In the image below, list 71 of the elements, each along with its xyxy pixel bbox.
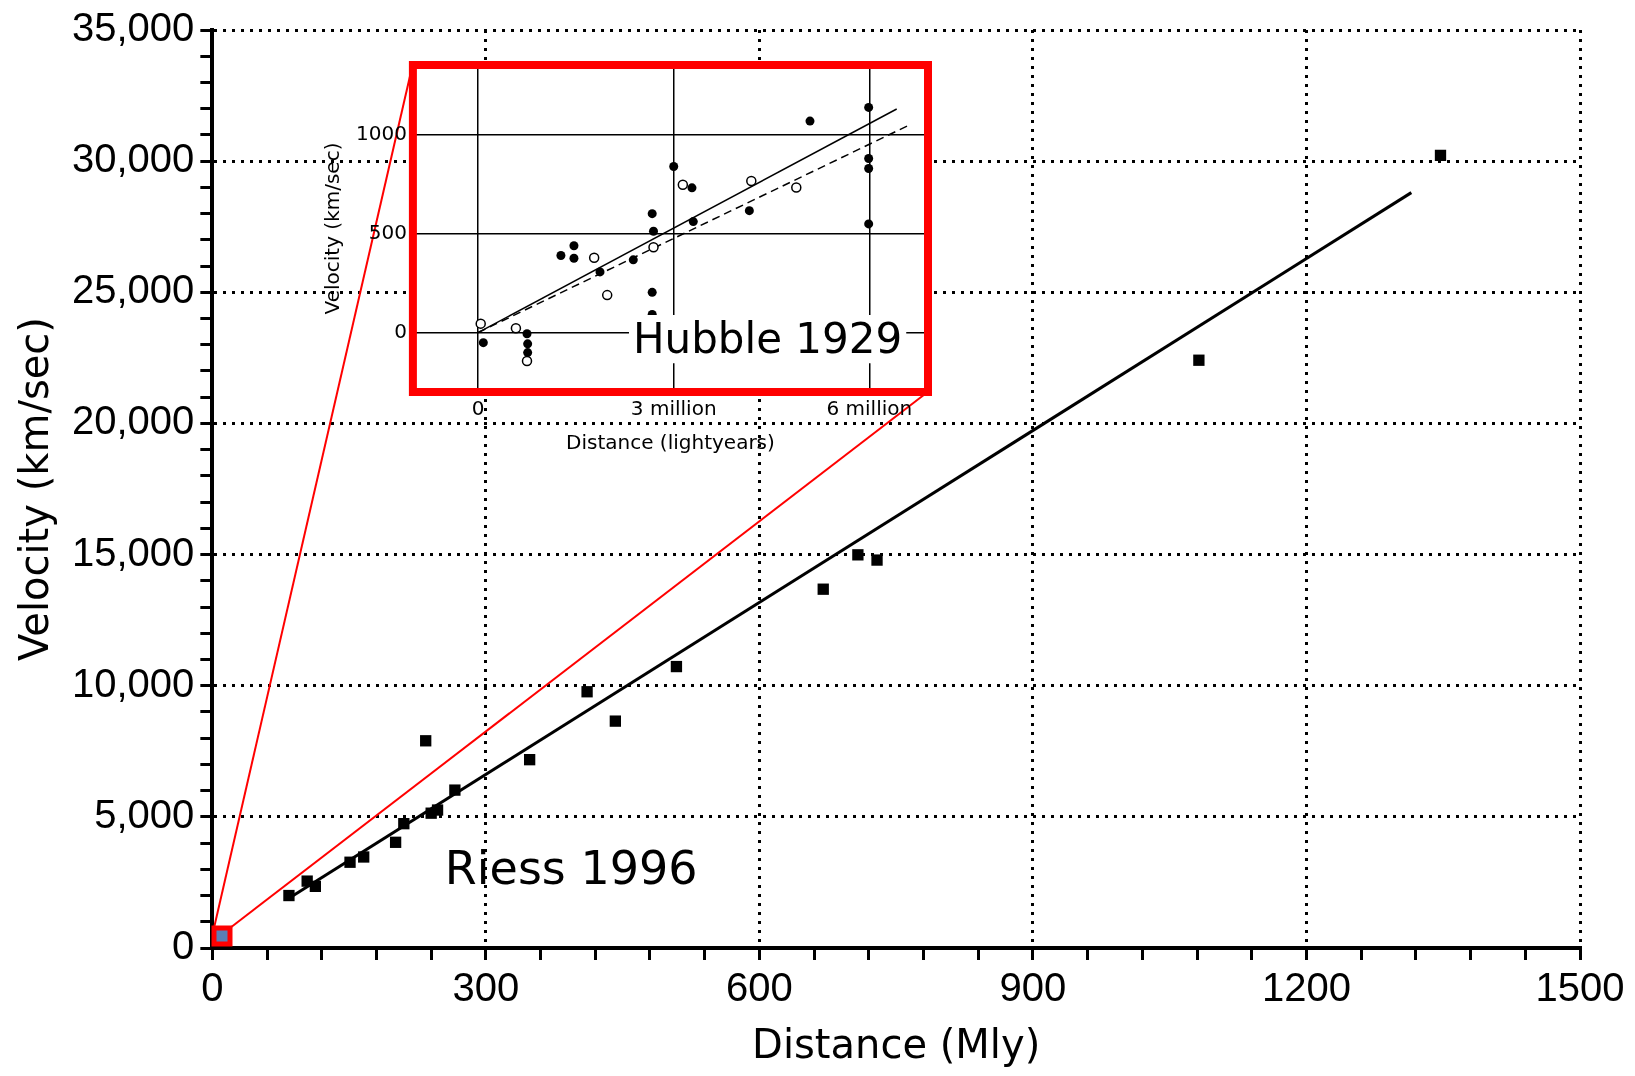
y-tick-label: 0: [394, 318, 407, 343]
point: [744, 206, 754, 216]
x-axis-title: Distance (lightyears): [566, 430, 775, 455]
point: [478, 338, 488, 348]
point: [1434, 149, 1447, 162]
x-axis-title: Distance (Mly): [752, 1021, 1041, 1068]
point: [864, 102, 874, 112]
point: [283, 889, 295, 902]
point: [523, 754, 536, 766]
y-tick-label: 30,000: [72, 136, 195, 181]
point: [670, 660, 683, 673]
point: [420, 735, 432, 747]
point: [609, 715, 621, 727]
x-tick-label: 0: [471, 396, 485, 421]
y-tick-label: 0: [172, 923, 195, 968]
point: [523, 348, 533, 358]
point: [791, 182, 802, 193]
annotation: Riess 1996: [444, 840, 698, 895]
point: [581, 686, 593, 698]
point: [649, 226, 658, 236]
y-tick-label: 35,000: [72, 5, 195, 50]
x-tick-label: 1500: [1535, 965, 1625, 1010]
point: [864, 219, 874, 229]
y-tick-label: 25,000: [72, 267, 195, 312]
y-axis-title: Velocity (km/sec): [11, 317, 58, 661]
point: [628, 255, 638, 265]
point: [648, 242, 659, 253]
point: [569, 241, 579, 251]
point: [871, 554, 883, 566]
point: [864, 163, 874, 173]
y-axis-title: Velocity (km/sec): [320, 142, 345, 315]
point: [852, 549, 864, 561]
annotation: Hubble 1929: [632, 313, 903, 363]
point: [556, 250, 566, 260]
point: [510, 322, 522, 334]
y-tick-label: 5,000: [94, 791, 195, 836]
point: [389, 836, 402, 848]
x-tick-label: 1200: [1261, 965, 1351, 1010]
point: [595, 267, 605, 277]
point: [521, 355, 533, 367]
y-tick-label: 20,000: [72, 398, 195, 443]
point: [746, 175, 757, 187]
point: [344, 856, 356, 868]
point: [569, 253, 579, 263]
y-tick-label: 15,000: [72, 529, 195, 574]
point: [687, 183, 697, 193]
point: [358, 851, 370, 863]
y-tick-label: 10,000: [72, 660, 195, 705]
point: [522, 329, 532, 339]
point: [431, 804, 444, 816]
point: [523, 339, 533, 349]
point: [677, 179, 689, 190]
point: [475, 318, 486, 329]
x-tick-label: 900: [999, 965, 1067, 1010]
x-tick-label: 600: [726, 965, 793, 1010]
point: [309, 880, 322, 893]
point: [669, 161, 679, 171]
point: [688, 217, 698, 227]
point: [817, 583, 829, 595]
x-tick-label: 0: [201, 965, 224, 1010]
point: [647, 287, 657, 297]
x-tick-label: 3 million: [630, 396, 717, 421]
point: [864, 154, 874, 164]
point: [1193, 354, 1205, 366]
point: [398, 818, 410, 830]
point: [588, 252, 600, 264]
point: [647, 209, 657, 219]
point: [449, 784, 461, 796]
x-tick-label: 300: [452, 965, 520, 1010]
point: [601, 289, 613, 301]
point: [805, 116, 815, 126]
